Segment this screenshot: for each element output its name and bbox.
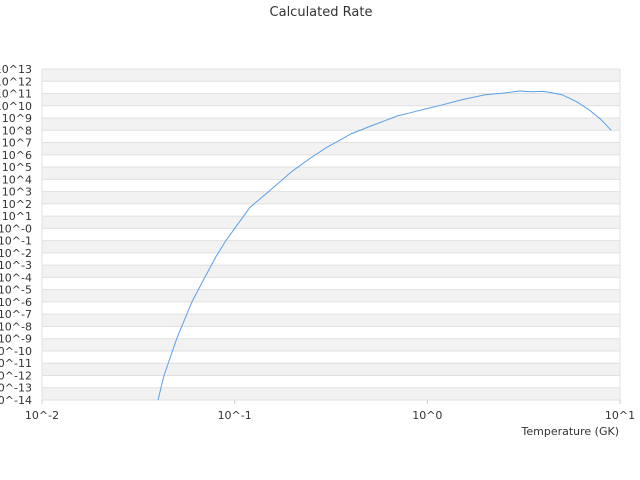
grid-band: [42, 191, 620, 204]
grid-band: [42, 69, 620, 82]
chart-title: Calculated Rate: [270, 5, 373, 20]
y-tick-label: 10^-14: [0, 394, 32, 407]
y-tick-label: 10^-10: [0, 345, 32, 358]
y-tick-label: 10^1: [2, 210, 32, 223]
y-tick-label: 10^11: [0, 88, 32, 101]
series-line: [157, 90, 612, 401]
y-tick-label: 10^10: [0, 100, 32, 113]
y-tick-label: 10^-12: [0, 369, 32, 382]
y-tick-label: 10^-2: [0, 247, 32, 260]
y-tick-label: 10^-0: [0, 222, 32, 235]
grid-band: [42, 363, 620, 376]
series-layer: [157, 90, 612, 401]
grid-band: [42, 142, 620, 155]
y-tick-label: 10^12: [0, 75, 32, 88]
x-tick-label: 10^0: [412, 409, 442, 422]
grid-band: [42, 338, 620, 351]
y-tick-label: 10^-9: [0, 333, 32, 346]
y-tick-label: 10^3: [2, 186, 32, 199]
y-tick-label: 10^-6: [0, 296, 32, 309]
y-tick-label: 10^-5: [0, 284, 32, 297]
y-tick-label: 10^9: [2, 112, 32, 125]
y-tick-label: 10^4: [2, 173, 32, 186]
y-tick-label: 10^2: [2, 198, 32, 211]
y-tick-label: 10^7: [2, 137, 32, 150]
grid-band: [42, 240, 620, 253]
y-tick-label: 10^-8: [0, 320, 32, 333]
grid-bands: [42, 69, 620, 400]
x-axis: 10^-2 10^-1 10^0 10^1: [25, 400, 635, 422]
y-tick-label: 10^-3: [0, 259, 32, 272]
grid-band: [42, 387, 620, 400]
grid-band: [42, 93, 620, 106]
y-tick-label: 10^-4: [0, 271, 32, 284]
x-tick-label: 10^-2: [25, 409, 59, 422]
grid-band: [42, 289, 620, 302]
grid-band: [42, 118, 620, 131]
y-tick-label: 10^13: [0, 63, 32, 76]
gridlines: [41, 68, 621, 401]
y-tick-label: 10^-7: [0, 308, 32, 321]
y-tick-label: 10^5: [2, 161, 32, 174]
y-tick-label: 10^-11: [0, 357, 32, 370]
grid-band: [42, 265, 620, 278]
y-axis: 10^1310^1210^1110^1010^910^810^710^610^5…: [0, 63, 32, 407]
y-tick-label: 10^-1: [0, 235, 32, 248]
grid-band: [42, 167, 620, 180]
y-tick-label: 10^8: [2, 124, 32, 137]
y-tick-label: 10^-13: [0, 382, 32, 395]
x-tick-label: 10^-1: [218, 409, 252, 422]
grid-band: [42, 216, 620, 229]
grid-band: [42, 314, 620, 327]
y-tick-label: 10^6: [2, 149, 32, 162]
x-tick-label: 10^1: [605, 409, 635, 422]
x-axis-label: Temperature (GK): [521, 425, 620, 438]
